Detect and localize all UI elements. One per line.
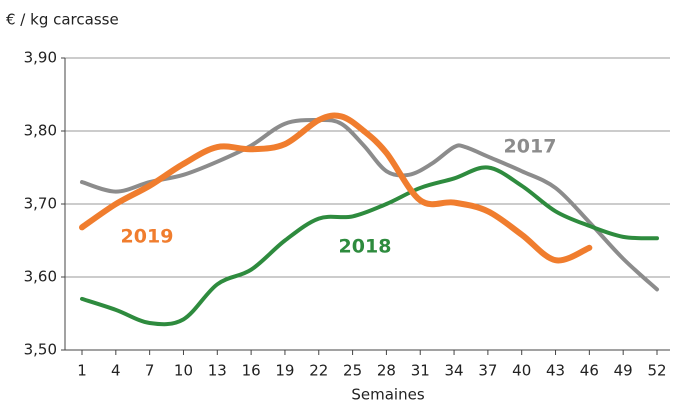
y-tick-label: 3,50 <box>24 341 57 359</box>
line-series <box>79 112 593 264</box>
x-tick-label: 40 <box>512 362 531 380</box>
x-tick-label: 49 <box>614 362 633 380</box>
y-tick-label: 3,60 <box>24 268 57 286</box>
x-tick-label: 7 <box>145 362 155 380</box>
x-axis-label: Semaines <box>351 386 424 404</box>
x-tick-label: 46 <box>580 362 599 380</box>
series-label: 2017 <box>504 136 557 158</box>
axis-title: € / kg carcasse <box>6 11 119 29</box>
y-tick-label: 3,90 <box>24 49 57 67</box>
x-tick-label: 28 <box>377 362 396 380</box>
x-tick-label: 4 <box>111 362 121 380</box>
x-tick-label: 25 <box>343 362 362 380</box>
x-tick-label: 19 <box>275 362 294 380</box>
x-tick-label: 10 <box>174 362 193 380</box>
series-label: 2019 <box>121 226 174 248</box>
x-tick-label: 22 <box>309 362 328 380</box>
x-tick-label: 43 <box>546 362 565 380</box>
y-tick-label: 3,80 <box>24 122 57 140</box>
y-tick-label: 3,70 <box>24 195 57 213</box>
x-tick-label: 37 <box>478 362 497 380</box>
line-series <box>80 118 659 292</box>
x-tick-label: 34 <box>445 362 464 380</box>
x-tick-label: 13 <box>208 362 227 380</box>
series-label: 2018 <box>339 236 392 258</box>
line-series <box>80 165 659 327</box>
x-tick-label: 31 <box>411 362 430 380</box>
x-tick-label: 1 <box>77 362 87 380</box>
x-tick-label: 52 <box>647 362 666 380</box>
x-tick-label: 16 <box>242 362 261 380</box>
